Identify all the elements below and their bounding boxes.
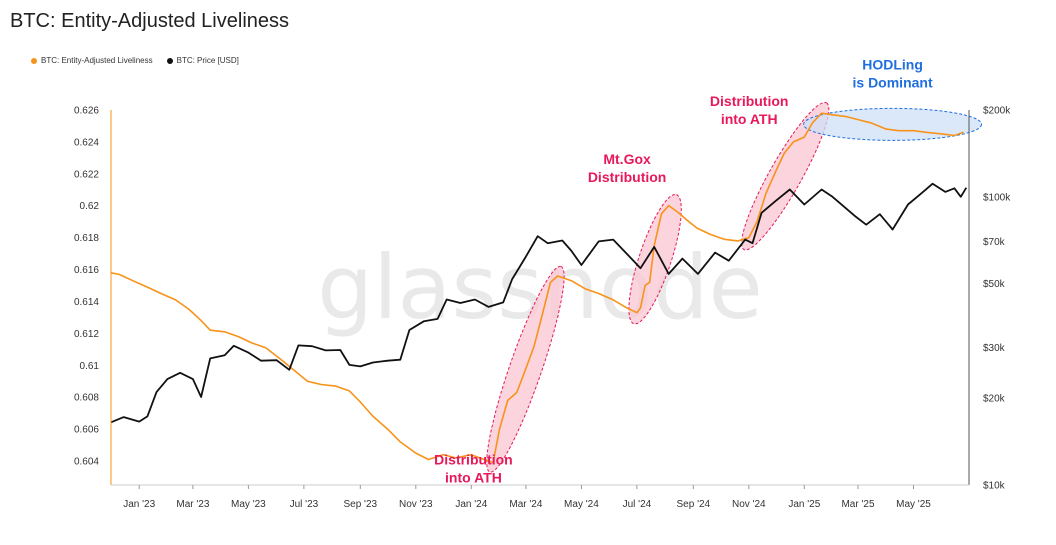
distribution-annotation-label: into ATH [721, 111, 778, 127]
y-left-tick-label: 0.604 [74, 457, 99, 468]
x-tick-label: May '23 [231, 499, 266, 510]
distribution-annotation-label: into ATH [445, 469, 502, 485]
legend-label-liveliness: BTC: Entity-Adjusted Liveliness [41, 56, 153, 65]
distribution-annotation-label: Distribution [434, 451, 513, 467]
y-right-tick-label: $10k [983, 481, 1006, 492]
y-left-tick-label: 0.606 [74, 425, 99, 436]
distribution-ellipse [741, 101, 830, 251]
y-right-tick-label: $100k [983, 192, 1011, 203]
legend-item-price[interactable]: BTC: Price [USD] [166, 56, 239, 65]
x-tick-label: Jan '25 [788, 499, 820, 510]
annotation-labels: Distribution into ATH Mt.Gox Distribution Di… [434, 56, 933, 485]
chart-legend: BTC: Entity-Adjusted Liveliness BTC: Pri… [31, 56, 239, 65]
chart-title: BTC: Entity-Adjusted Liveliness [10, 10, 290, 32]
legend-item-liveliness[interactable]: BTC: Entity-Adjusted Liveliness [31, 56, 153, 65]
price-line [110, 182, 968, 424]
y-left-tick-label: 0.608 [74, 393, 99, 404]
x-tick-label: Nov '24 [732, 499, 766, 510]
x-tick-label: Jan '23 [123, 499, 155, 510]
x-tick-label: Sep '23 [343, 499, 377, 510]
y-left-tick-label: 0.614 [74, 297, 99, 308]
distribution-annotation-label: Mt.Gox [603, 151, 651, 167]
y-right-tick-label: $50k [983, 279, 1006, 290]
y-right-tick-label: $30k [983, 343, 1006, 354]
distribution-annotation-label: Distribution [588, 169, 667, 185]
x-tick-label: Jan '24 [455, 499, 487, 510]
x-tick-label: May '25 [896, 499, 931, 510]
y-left-tick-label: 0.622 [74, 169, 99, 180]
x-tick-label: Jul '24 [623, 499, 652, 510]
hodl-annotation-label: is Dominant [853, 74, 933, 90]
legend-label-price: BTC: Price [USD] [176, 56, 239, 65]
y-left-tick-label: 0.62 [80, 201, 100, 212]
hodl-annotation-label: HODLing [862, 56, 923, 72]
x-tick-label: Jul '23 [290, 499, 319, 510]
y-right-tick-label: $20k [983, 394, 1006, 405]
x-tick-label: Mar '24 [509, 499, 542, 510]
legend-dot-liveliness [31, 57, 37, 64]
y-left-tick-label: 0.616 [74, 265, 99, 276]
x-tick-label: May '24 [564, 499, 599, 510]
distribution-annotation-label: Distribution [710, 93, 789, 109]
y-left-tick-label: 0.61 [80, 361, 100, 372]
x-tick-label: Sep '24 [677, 499, 711, 510]
y-right-tick-label: $70k [983, 237, 1006, 248]
y-left-tick-label: 0.626 [74, 106, 99, 117]
axes-layer: 0.604 0.606 0.608 0.61 0.612 0.614 0.616 0.618 0… [74, 106, 1011, 511]
x-tick-label: Mar '25 [841, 499, 874, 510]
y-left-tick-label: 0.624 [74, 137, 99, 148]
y-left-tick-label: 0.618 [74, 233, 99, 244]
series-layer [110, 112, 968, 464]
liveliness-line [110, 112, 964, 464]
x-tick-label: Nov '23 [399, 499, 433, 510]
legend-dot-price [166, 57, 173, 64]
y-right-tick-label: $200k [983, 106, 1011, 117]
y-left-tick-label: 0.612 [74, 329, 99, 340]
distribution-ellipse [628, 193, 682, 325]
x-tick-label: Mar '23 [176, 499, 209, 510]
